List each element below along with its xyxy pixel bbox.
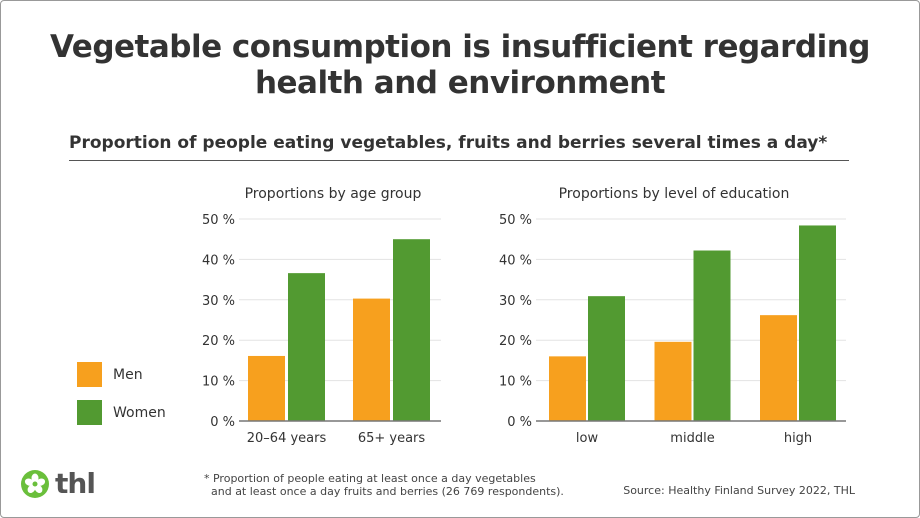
x-tick-label: 65+ years [358,431,426,446]
bar-women [799,225,836,421]
y-tick-label: 50 % [499,213,532,228]
y-tick-label: 0 % [210,415,235,430]
divider [69,160,849,161]
y-tick-label: 10 % [499,375,532,390]
bar-women [393,239,430,421]
y-tick-label: 40 % [202,253,235,268]
legend-swatch-men [77,362,102,387]
legend-item-women: Women [77,400,166,425]
y-tick-label: 10 % [202,375,235,390]
chart-title: Proportions by age group [245,186,422,202]
legend-swatch-women [77,400,102,425]
y-tick-label: 20 % [202,334,235,349]
x-tick-label: low [576,431,599,446]
legend-item-men: Men [77,362,143,387]
y-tick-label: 30 % [202,294,235,309]
y-tick-label: 0 % [507,415,532,430]
flower-icon [21,469,49,498]
bar-men [760,315,797,421]
bar-women [288,273,325,421]
x-tick-label: 20–64 years [247,431,327,446]
thl-logo: thl [21,467,96,500]
logo-text: thl [55,467,96,500]
y-tick-label: 30 % [499,294,532,309]
y-tick-label: 40 % [499,253,532,268]
x-tick-label: middle [670,431,714,446]
footnote-line: * Proportion of people eating at least o… [204,472,536,485]
bar-men [248,355,285,421]
chart-title: Proportions by level of education [559,186,790,202]
source: Source: Healthy Finland Survey 2022, THL [623,484,855,497]
page-title: Vegetable consumption is insufficient re… [50,29,870,101]
bar-men [654,341,692,421]
bar-women [588,296,625,421]
footnote: * Proportion of people eating at least o… [204,472,564,498]
bar-men [353,298,390,421]
bar-men [549,356,586,421]
x-tick-label: high [784,431,812,446]
subtitle: Proportion of people eating vegetables, … [69,133,828,153]
footnote-line: and at least once a day fruits and berri… [211,485,564,498]
y-tick-label: 20 % [499,334,532,349]
legend-label: Men [113,366,143,383]
legend-label: Women [113,404,166,421]
y-tick-label: 50 % [202,213,235,228]
bar-women [693,250,731,421]
